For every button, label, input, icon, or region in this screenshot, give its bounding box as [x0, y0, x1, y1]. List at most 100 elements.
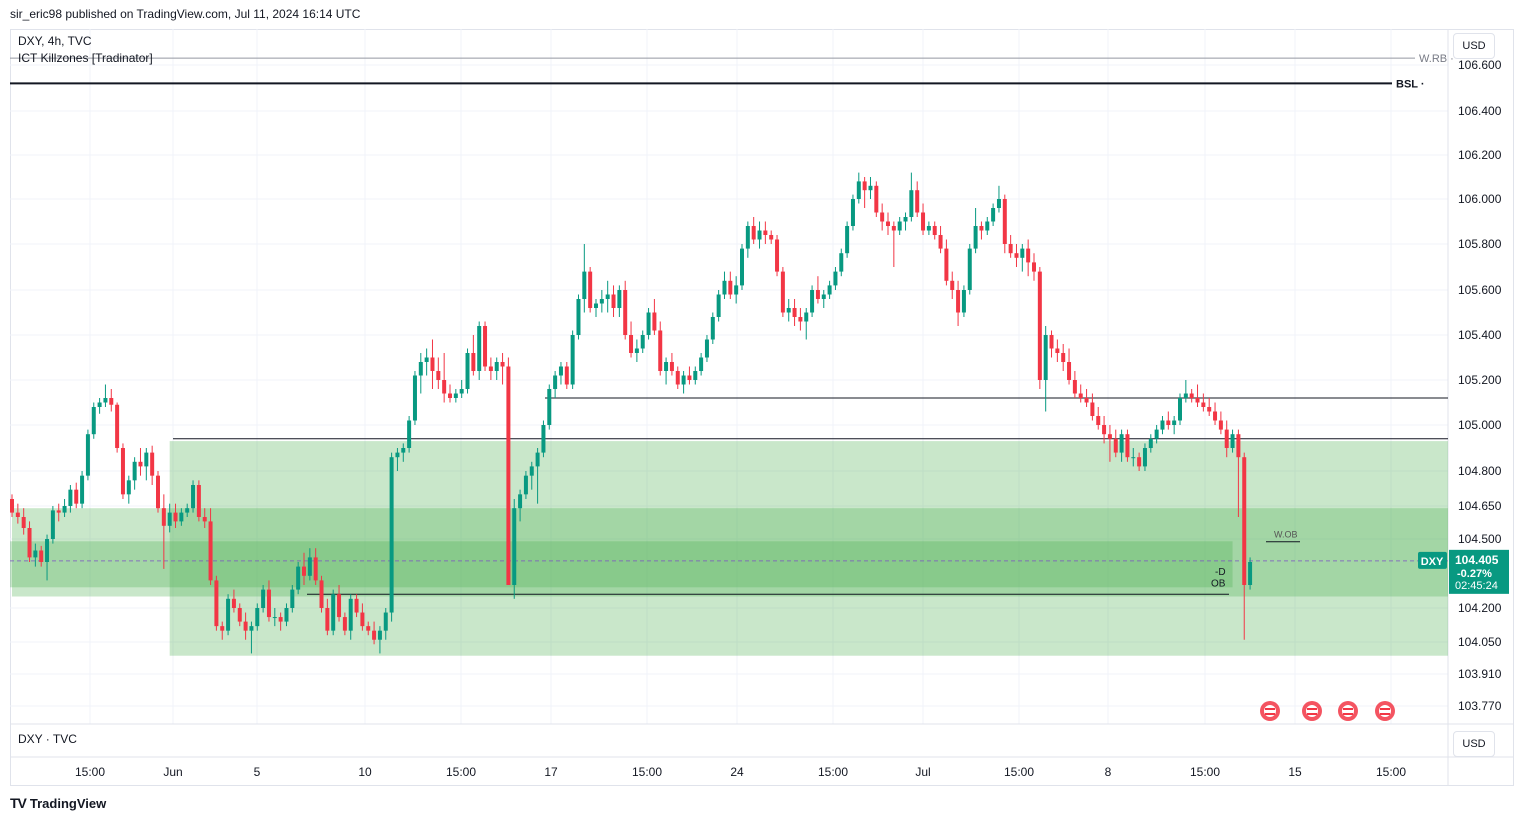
candle-body: [1201, 402, 1206, 407]
candle-body: [897, 221, 902, 231]
candle-body: [10, 499, 14, 513]
current-price-label: DXY 104.405-0.27%02:45:24: [1418, 549, 1509, 594]
order-block-zone: [169, 441, 1449, 656]
candle-body: [1137, 457, 1142, 467]
currency-button-top[interactable]: USD: [1453, 33, 1495, 59]
price-axis[interactable]: 106.600 106.400 106.200 106.000 105.800 105.6…: [1458, 58, 1502, 713]
candle-body: [558, 366, 563, 376]
candle-body: [763, 230, 768, 235]
candle-body: [669, 362, 674, 371]
candle-body: [979, 226, 984, 231]
us-flag-icon-stripe: [1343, 713, 1353, 715]
candle-body: [202, 517, 207, 522]
candle-body: [850, 199, 855, 226]
candle-body: [1218, 420, 1223, 430]
candlestick-chart[interactable]: W.RB · BSL · W.OB -DOB 106.600 106.400 106.2…: [10, 29, 1514, 786]
candle-body: [331, 594, 336, 631]
candle-body: [652, 312, 657, 331]
candle-body: [1107, 434, 1112, 439]
candle-body: [833, 271, 838, 286]
candle-body: [1002, 199, 1007, 244]
candle-body: [903, 217, 908, 222]
candle-body: [944, 248, 949, 281]
candle-body: [740, 248, 744, 286]
candle-body: [360, 612, 365, 627]
candle-body: [693, 371, 698, 380]
symbol-price-tag: [1418, 551, 1447, 569]
candle-body: [1242, 457, 1247, 585]
candle-body: [167, 512, 172, 526]
candle-body: [1072, 380, 1077, 394]
candle-body: [728, 280, 733, 295]
candle-body: [97, 402, 102, 407]
candle-body: [1125, 434, 1130, 458]
price-tick-label: 106.400: [1458, 104, 1502, 118]
price-tick-label: 106.600: [1458, 58, 1502, 72]
symbol-legend[interactable]: DXY, 4h, TVC: [18, 34, 92, 48]
price-tick-label: 106.000: [1458, 192, 1502, 206]
candle-body: [354, 598, 359, 613]
candle-body: [792, 308, 797, 317]
candle-body: [629, 335, 634, 353]
candle-body: [512, 508, 517, 585]
candle-body: [973, 226, 978, 249]
tradingview-logo-icon: TV: [10, 795, 27, 811]
candle-body: [191, 485, 196, 509]
candle-body: [1037, 271, 1042, 380]
price-tick-label: 105.800: [1458, 237, 1502, 251]
time-axis[interactable]: 15:00 Jun 5 10 15:00 17 15:00 24 15:00 Jul 15:00 8 1…: [75, 765, 1406, 779]
candle-body: [570, 335, 575, 385]
price-change: -0.27%: [1457, 568, 1492, 580]
candle-body: [786, 308, 791, 313]
candle-body: [471, 353, 476, 371]
price-tick-label: 104.200: [1458, 601, 1502, 615]
us-flag-icon-inner: [1379, 705, 1391, 717]
candle-body: [483, 326, 488, 367]
candle-body: [798, 317, 803, 322]
candle-body: [377, 630, 382, 640]
candle-body: [453, 393, 458, 398]
candle-body: [804, 312, 809, 322]
candle-body: [1119, 434, 1124, 453]
candle-body: [1090, 402, 1095, 416]
price-tick-label: 104.050: [1458, 635, 1502, 649]
candle-body: [967, 248, 972, 290]
us-flag-icon-stripe: [1380, 708, 1390, 710]
candle-body: [208, 521, 213, 581]
candle-body: [518, 494, 523, 509]
brand-name: TradingView: [29, 795, 107, 811]
candle-body: [272, 617, 277, 619]
candle-body: [1061, 353, 1066, 362]
candle-body: [699, 357, 704, 371]
candle-body: [173, 512, 178, 522]
candle-body: [1148, 438, 1153, 448]
candle-body: [576, 299, 581, 335]
candle-body: [862, 181, 867, 191]
candle-body: [307, 557, 312, 576]
candle-body: [588, 271, 593, 308]
candle-body: [506, 366, 511, 585]
candle-body: [237, 608, 242, 622]
event-flags[interactable]: [1260, 701, 1395, 721]
us-flag-icon-stripe: [1307, 708, 1317, 710]
candle-body: [845, 226, 850, 254]
candle-body: [751, 226, 756, 240]
candle-body: [757, 230, 762, 240]
us-flag-icon-stripe: [1307, 713, 1317, 715]
candle-body: [1236, 434, 1241, 458]
ob-label: -D: [1215, 567, 1226, 578]
time-tick-label: 15: [1288, 765, 1302, 779]
candle-body: [231, 598, 236, 608]
candle-body: [1014, 253, 1019, 258]
currency-button-bottom[interactable]: USD: [1453, 731, 1495, 757]
candle-body: [465, 353, 470, 389]
candle-body: [109, 398, 114, 405]
candle-body: [704, 339, 709, 358]
candle-body: [1230, 434, 1235, 448]
candle-body: [1248, 562, 1253, 585]
candle-body: [1195, 398, 1200, 403]
tradingview-brand[interactable]: TV TradingView: [10, 795, 106, 811]
candle-body: [780, 271, 785, 313]
candle-body: [91, 407, 96, 435]
indicator-legend[interactable]: ICT Killzones [Tradinator]: [18, 51, 153, 65]
